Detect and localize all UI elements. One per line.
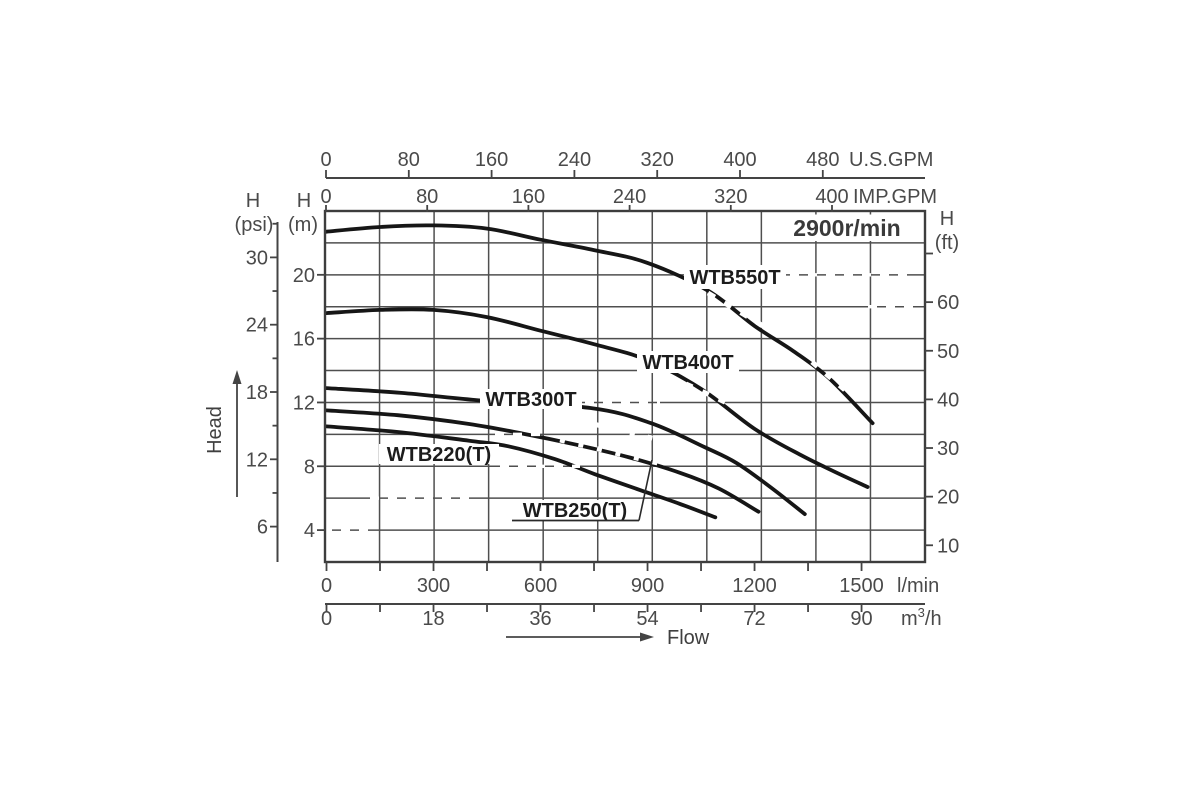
curve-label-wtb400t: WTB400T <box>637 351 739 374</box>
imp-gpm-tick-label: 0 <box>320 186 331 208</box>
head-axis-title: Head <box>204 370 242 497</box>
curve-label-bg <box>480 389 582 409</box>
m3-h-tick-label: 54 <box>636 608 658 630</box>
speed-label-bg <box>788 214 906 241</box>
flow-axis-title: Flow <box>506 627 710 649</box>
watermark-dash <box>706 290 772 333</box>
m-tick-label: 4 <box>304 520 315 542</box>
m-axis-unit: (m) <box>288 214 318 236</box>
x-axis-l-min: 0 300 600 900 1200 1500 l/min <box>321 562 939 597</box>
us-gpm-tick-label: 240 <box>558 149 591 171</box>
us-gpm-tick-label: 0 <box>320 149 331 171</box>
m-tick-label: 20 <box>293 265 315 287</box>
speed-label-text: 2900r/min <box>793 215 900 241</box>
plot-border <box>323 209 927 564</box>
y-axis-psi: 30 24 18 12 6 H(psi) <box>235 190 279 562</box>
m-tick-label: 16 <box>293 329 315 351</box>
m3-h-tick-label: 0 <box>321 608 332 630</box>
l-min-tick-label: 0 <box>321 575 332 597</box>
curve-label-text: WTB300T <box>485 389 576 411</box>
m3-h-unit: m3/h <box>901 605 942 630</box>
ft-tick-label: 40 <box>937 389 959 411</box>
psi-axis-unit: (psi) <box>235 214 274 236</box>
flow-title-text: Flow <box>667 627 710 649</box>
imp-gpm-tick-label: 240 <box>613 186 646 208</box>
ft-tick-label: 60 <box>937 292 959 314</box>
l-min-tick-label: 1500 <box>839 575 884 597</box>
psi-axis-name: H <box>246 190 260 212</box>
us-gpm-tick-label: 80 <box>398 149 420 171</box>
us-gpm-tick-label: 320 <box>641 149 674 171</box>
curve-label-bg <box>511 500 639 520</box>
curve-wtb220t <box>324 424 718 520</box>
curve-label-leader <box>638 459 653 521</box>
curve-wtb550t <box>324 223 875 426</box>
curve-label-wtb550t: WTB550T <box>684 265 786 289</box>
flow-arrowhead-icon <box>640 632 654 642</box>
ft-axis-name: H <box>940 208 954 230</box>
m-tick-label: 8 <box>304 456 315 478</box>
curve-wtb300t <box>324 386 807 516</box>
curve-wtb400t <box>324 307 870 489</box>
head-arrowhead-icon <box>232 370 242 384</box>
psi-tick-label: 18 <box>246 382 268 404</box>
x-axis-us-gpm: 0 80 160 240 320 400 480 U.S.GPM <box>320 149 933 179</box>
curve-label-text: WTB400T <box>642 352 733 374</box>
us-gpm-tick-label: 400 <box>723 149 756 171</box>
y-axis-ft: 60 50 40 30 20 10 H(ft) <box>925 208 959 557</box>
psi-tick-label: 6 <box>257 517 268 539</box>
x-axis-m3-h: 0 18 36 54 72 90 m3/h <box>321 603 942 630</box>
l-min-tick-label: 300 <box>417 575 450 597</box>
us-gpm-tick-label: 160 <box>475 149 508 171</box>
ft-axis-unit: (ft) <box>935 232 959 254</box>
curve-label-bg <box>637 351 739 373</box>
pump-curves <box>324 223 875 520</box>
ft-tick-label: 10 <box>937 535 959 557</box>
l-min-tick-label: 1200 <box>732 575 777 597</box>
imp-gpm-tick-label: 400 <box>815 186 848 208</box>
l-min-tick-label: 600 <box>524 575 557 597</box>
l-min-unit: l/min <box>897 575 939 597</box>
us-gpm-unit: U.S.GPM <box>849 149 933 171</box>
ft-tick-label: 50 <box>937 341 959 363</box>
ft-tick-label: 30 <box>937 438 959 460</box>
speed-label: 2900r/min <box>788 214 906 241</box>
x-axis-imp-gpm: 0 80 160 240 320 400 IMP.GPM <box>320 186 937 212</box>
m-tick-label: 12 <box>293 392 315 414</box>
head-title-text: Head <box>204 406 226 454</box>
curve-label-wtb250t: WTB250(T) <box>511 459 653 522</box>
curve-label-bg <box>379 444 499 464</box>
l-min-tick-label: 900 <box>631 575 664 597</box>
us-gpm-tick-label: 480 <box>806 149 839 171</box>
imp-gpm-tick-label: 320 <box>714 186 747 208</box>
psi-tick-label: 30 <box>246 247 268 269</box>
m-axis-name: H <box>297 190 311 212</box>
m3-h-tick-label: 36 <box>529 608 551 630</box>
curve-label-text: WTB250(T) <box>523 500 627 522</box>
curve-label-text: WTB220(T) <box>387 444 491 466</box>
m3-h-tick-label: 72 <box>743 608 765 630</box>
psi-tick-label: 24 <box>246 315 268 337</box>
y-axis-m: 20 16 12 8 4 H(m) <box>288 190 325 542</box>
m3-h-tick-label: 90 <box>850 608 872 630</box>
curve-label-text: WTB550T <box>689 267 780 289</box>
curve-label-wtb220t: WTB220(T) <box>379 444 499 466</box>
imp-gpm-unit: IMP.GPM <box>853 186 937 208</box>
m3-h-tick-label: 18 <box>422 608 444 630</box>
psi-tick-label: 12 <box>246 449 268 471</box>
imp-gpm-tick-label: 80 <box>416 186 438 208</box>
grid <box>325 211 925 562</box>
ft-tick-label: 20 <box>937 487 959 509</box>
imp-gpm-tick-label: 160 <box>512 186 545 208</box>
curve-label-wtb300t: WTB300T <box>480 389 582 411</box>
curve-label-bg <box>684 265 786 289</box>
curve-wtb250t <box>324 408 761 514</box>
